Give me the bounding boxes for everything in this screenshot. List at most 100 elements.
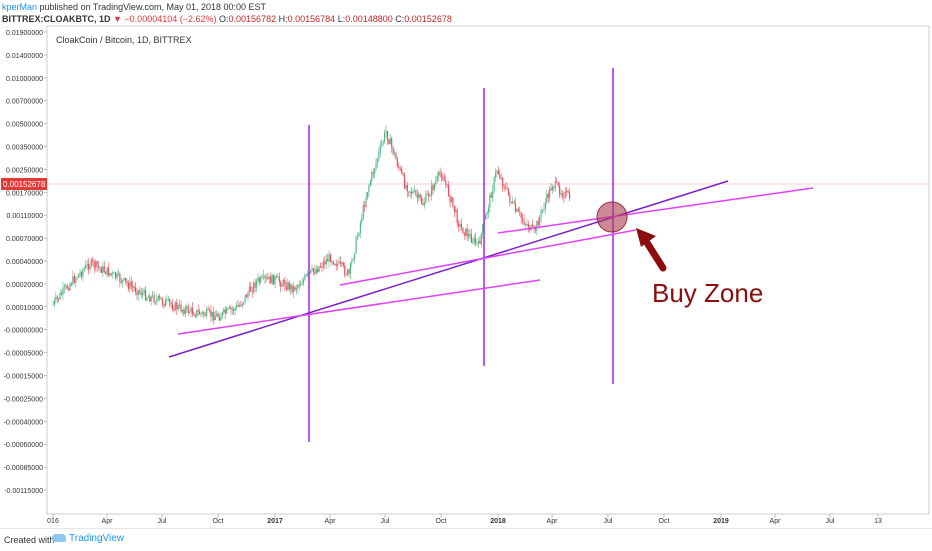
author-link[interactable]: kperMan xyxy=(2,2,38,12)
candle-body xyxy=(65,285,67,287)
x-tick-label: Oct xyxy=(436,518,447,525)
open-label: O: xyxy=(219,14,229,24)
candle-body xyxy=(465,228,467,236)
y-tick-label: 0.00070000 xyxy=(6,236,43,243)
candle-body xyxy=(544,202,546,209)
candle-body xyxy=(446,184,448,186)
candle-body xyxy=(429,195,431,197)
trendline-pink-1 xyxy=(177,279,541,335)
candle-body xyxy=(440,174,443,177)
candle-body xyxy=(268,276,270,280)
x-tick-label: Jul xyxy=(826,518,835,525)
candle-body xyxy=(556,181,558,183)
candle-body xyxy=(463,233,465,236)
candle-body xyxy=(173,309,175,311)
candle-body xyxy=(58,298,60,300)
candle-body xyxy=(282,279,285,285)
candle-body xyxy=(362,205,364,219)
candle-body xyxy=(364,205,366,207)
candle-body xyxy=(80,272,83,277)
candle-body xyxy=(137,290,139,295)
candle-body xyxy=(261,276,263,278)
candle-body xyxy=(241,303,243,306)
candle-body xyxy=(216,313,218,317)
candle-body xyxy=(302,279,305,284)
candle-body xyxy=(497,170,500,175)
candle-body xyxy=(448,184,450,196)
candle-body xyxy=(348,269,350,274)
candle-body xyxy=(393,153,396,155)
x-tick-label: 016 xyxy=(47,518,59,525)
tradingview-link[interactable]: TradingView xyxy=(52,533,124,544)
candle-body xyxy=(503,186,505,189)
candle-body xyxy=(87,263,90,270)
candle-body xyxy=(426,194,428,196)
price-chart[interactable]: 0.01900000 0.01400000 0.01000000 0.00700000… xyxy=(0,0,932,528)
candle-body xyxy=(563,196,565,198)
candle-body xyxy=(325,259,327,265)
candle-body xyxy=(365,197,367,207)
candle-body xyxy=(403,174,406,189)
candle-body xyxy=(470,234,472,243)
candle-body xyxy=(510,201,512,203)
candle-body xyxy=(194,315,196,317)
candle-body xyxy=(371,172,373,182)
candle-body xyxy=(278,276,280,283)
candle-body xyxy=(169,299,171,303)
x-axis: 016 Apr Jul Oct 2017 Apr Jul Oct 2018 Apr Jul Oct 20… xyxy=(47,514,882,525)
candle-body xyxy=(154,302,157,304)
candle-body xyxy=(395,153,397,160)
candle-body xyxy=(450,197,453,202)
candle-body xyxy=(191,307,194,315)
candle-body xyxy=(480,233,482,244)
candle-body xyxy=(334,264,336,266)
candle-body xyxy=(187,306,189,313)
candle-body xyxy=(372,172,374,174)
candle-body xyxy=(473,237,475,243)
candle-body xyxy=(412,191,414,194)
candle-body xyxy=(291,284,293,293)
candle-body xyxy=(72,275,74,285)
candle-body xyxy=(284,279,286,287)
y-tick-label: 0.01000000 xyxy=(6,76,43,83)
candle-body xyxy=(392,147,394,154)
candle-body xyxy=(475,237,477,244)
candle-body xyxy=(66,285,68,289)
candle-body xyxy=(255,280,258,288)
candle-body xyxy=(381,143,383,146)
candle-body xyxy=(132,286,134,288)
candle-body xyxy=(127,283,130,289)
candle-body xyxy=(389,138,391,145)
candle-body xyxy=(486,212,488,215)
candle-body xyxy=(73,275,75,283)
buy-zone-circle xyxy=(596,201,628,233)
candle-body xyxy=(322,261,324,268)
candle-body xyxy=(496,170,498,173)
candle-body xyxy=(60,293,63,295)
candle-body xyxy=(55,296,57,301)
candle-body xyxy=(100,267,102,273)
candle-body xyxy=(324,261,326,265)
x-tick-label: 13 xyxy=(874,518,882,525)
close-label: C: xyxy=(395,14,405,24)
candle-body xyxy=(522,217,524,221)
candle-body xyxy=(157,295,159,299)
candle-body xyxy=(433,183,435,191)
candle-body xyxy=(228,307,231,309)
candle-body xyxy=(149,296,151,302)
candle-body xyxy=(226,308,228,314)
plot-area xyxy=(46,25,930,515)
candle-body xyxy=(422,203,424,206)
candle-body xyxy=(76,277,78,279)
candle-body xyxy=(527,223,529,228)
candle-body xyxy=(243,301,245,304)
candle-body xyxy=(126,281,128,284)
candle-body xyxy=(176,302,178,310)
candle-body xyxy=(512,201,514,203)
chart-header: kperMan published on TradingView.com, Ma… xyxy=(0,0,932,26)
x-tick-label: 2018 xyxy=(490,518,506,525)
candle-body xyxy=(539,217,541,226)
candle-body xyxy=(379,145,381,152)
candle-body xyxy=(287,282,289,290)
tradingview-logo-icon xyxy=(52,534,66,543)
